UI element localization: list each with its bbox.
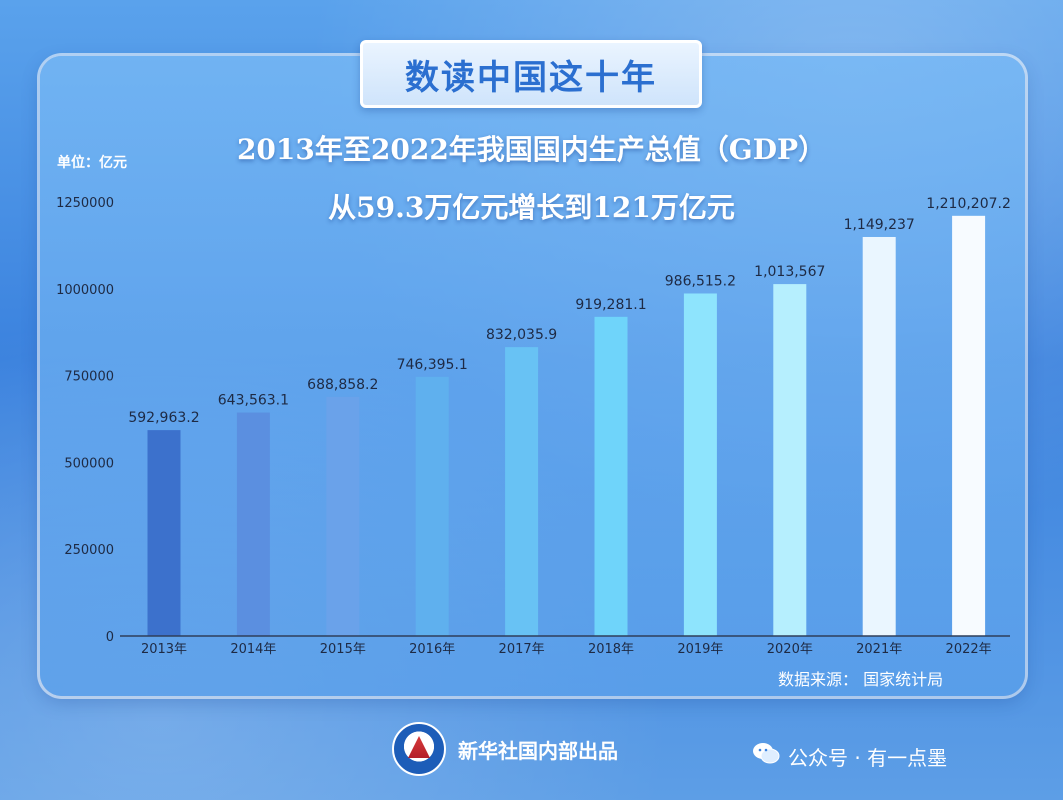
bar (952, 215, 986, 637)
data-label: 1,149,237 (844, 217, 915, 233)
data-label: 1,013,567 (754, 264, 825, 280)
bar (326, 396, 360, 636)
data-label: 592,963.2 (128, 410, 199, 426)
data-source: 数据来源： 国家统计局 (778, 670, 944, 689)
x-tick-label: 2021年 (856, 642, 902, 657)
data-label: 746,395.1 (397, 357, 468, 373)
header-tag-text: 数读中国这十年 (405, 57, 657, 98)
y-tick-label: 1250000 (56, 196, 114, 211)
bar (594, 316, 628, 636)
bar (236, 412, 270, 636)
y-axis-unit: 单位：亿元 (57, 155, 127, 171)
chart-subtitle: 从59.3万亿元增长到121万亿元 (328, 191, 735, 224)
data-label: 832,035.9 (486, 327, 557, 343)
y-tick-label: 250000 (64, 543, 114, 558)
x-tick-label: 2019年 (677, 642, 723, 657)
data-label: 919,281.1 (575, 297, 646, 313)
logo-mark (408, 736, 430, 758)
y-tick-label: 500000 (64, 456, 114, 471)
bar (862, 236, 896, 636)
y-tick-label: 750000 (64, 370, 114, 385)
bar (773, 284, 807, 636)
xinhua-logo (392, 722, 446, 776)
bar (147, 430, 181, 636)
data-label: 986,515.2 (665, 273, 736, 289)
x-tick-label: 2022年 (946, 642, 992, 657)
x-tick-label: 2016年 (409, 642, 455, 657)
chart-title: 2013年至2022年我国国内生产总值（GDP） (236, 133, 827, 166)
x-tick-label: 2020年 (767, 642, 813, 657)
x-tick-label: 2014年 (230, 642, 276, 657)
y-tick-label: 1000000 (56, 283, 114, 298)
bar (683, 293, 717, 636)
x-tick-label: 2015年 (320, 642, 366, 657)
x-tick-label: 2018年 (588, 642, 634, 657)
watermark-text: 公众号 · 有一点墨 (788, 746, 948, 770)
y-tick-label: 0 (106, 630, 114, 645)
data-label: 1,210,207.2 (926, 196, 1011, 212)
bar (505, 347, 539, 636)
producer-text: 新华社国内部出品 (458, 739, 618, 763)
bar (415, 376, 449, 636)
x-tick-label: 2017年 (499, 642, 545, 657)
x-tick-label: 2013年 (141, 642, 187, 657)
data-label: 643,563.1 (218, 393, 289, 409)
data-label: 688,858.2 (307, 377, 378, 393)
header-tag: 数读中国这十年 (360, 40, 702, 108)
wechat-icon (753, 743, 780, 764)
